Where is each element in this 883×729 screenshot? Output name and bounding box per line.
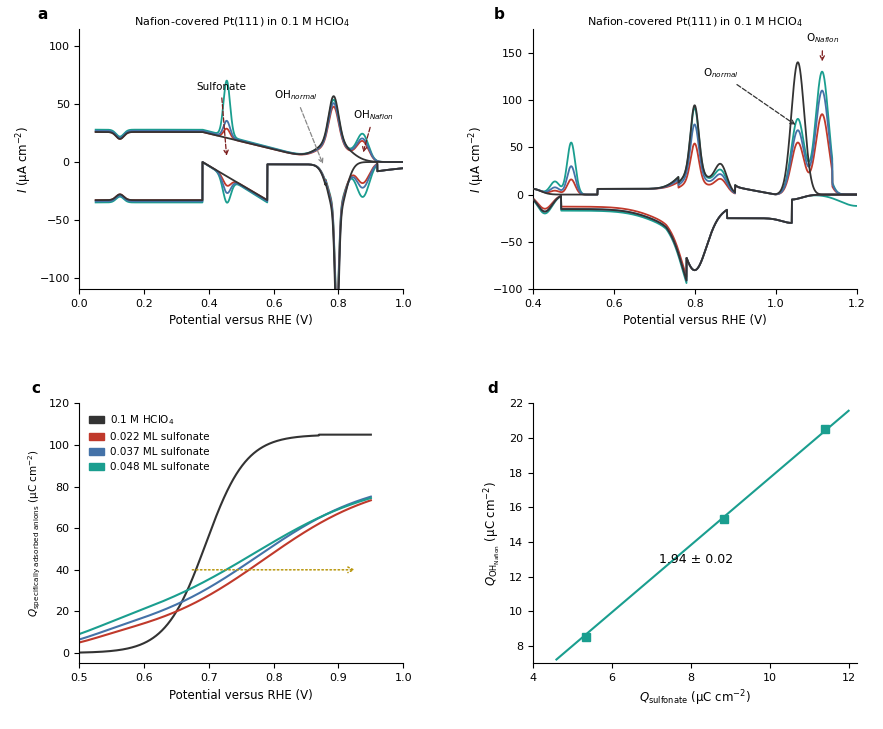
Text: c: c [31,381,40,396]
Y-axis label: $I$ (μA cm$^{-2}$): $I$ (μA cm$^{-2}$) [14,125,34,192]
Text: b: b [494,7,505,22]
Text: a: a [37,7,48,22]
X-axis label: Potential versus RHE (V): Potential versus RHE (V) [170,689,313,702]
X-axis label: $Q_{\mathrm{sulfonate}}$ (μC cm$^{-2}$): $Q_{\mathrm{sulfonate}}$ (μC cm$^{-2}$) [638,689,751,709]
Title: Nafion-covered Pt(111) in 0.1 M HClO$_4$: Nafion-covered Pt(111) in 0.1 M HClO$_4$ [587,15,803,28]
Y-axis label: $I$ (μA cm$^{-2}$): $I$ (μA cm$^{-2}$) [467,125,487,192]
X-axis label: Potential versus RHE (V): Potential versus RHE (V) [623,314,766,327]
X-axis label: Potential versus RHE (V): Potential versus RHE (V) [170,314,313,327]
Text: 1.94 ± 0.02: 1.94 ± 0.02 [659,553,733,566]
Text: d: d [487,381,498,396]
Text: OH$_{normal}$: OH$_{normal}$ [274,88,323,163]
Text: Sulfonate: Sulfonate [196,82,245,155]
Title: Nafion-covered Pt(111) in 0.1 M HClO$_4$: Nafion-covered Pt(111) in 0.1 M HClO$_4$ [133,15,349,28]
Text: OH$_{Nafion}$: OH$_{Nafion}$ [353,108,394,151]
Text: O$_{normal}$: O$_{normal}$ [703,66,795,124]
Y-axis label: $Q_{\mathrm{specifically\ adsorbed\ anions}}$ (μC cm$^{-2}$): $Q_{\mathrm{specifically\ adsorbed\ anio… [26,450,43,617]
Y-axis label: $Q_{\mathrm{OH_{Nafion}}}$ (μC cm$^{-2}$): $Q_{\mathrm{OH_{Nafion}}}$ (μC cm$^{-2}$… [483,481,503,586]
Legend: 0.1 M HClO$_4$, 0.022 ML sulfonate, 0.037 ML sulfonate, 0.048 ML sulfonate: 0.1 M HClO$_4$, 0.022 ML sulfonate, 0.03… [85,409,214,477]
Text: O$_{Nafion}$: O$_{Nafion}$ [806,31,839,60]
